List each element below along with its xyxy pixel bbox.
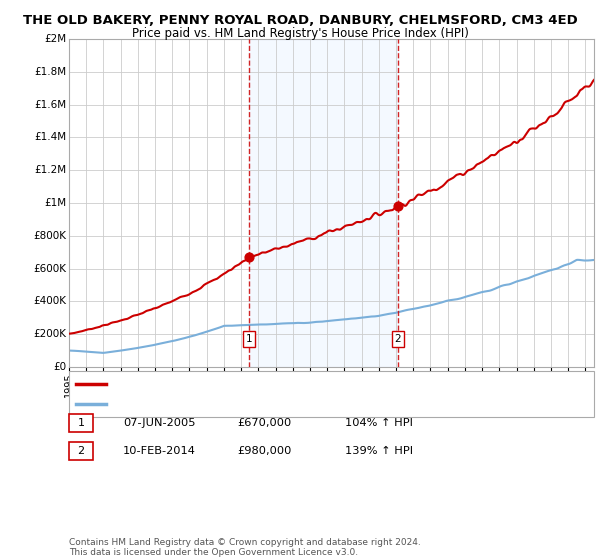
Text: £1M: £1M xyxy=(44,198,67,208)
Text: £1.2M: £1.2M xyxy=(34,165,67,175)
Text: 10-FEB-2014: 10-FEB-2014 xyxy=(123,446,196,456)
Text: Price paid vs. HM Land Registry's House Price Index (HPI): Price paid vs. HM Land Registry's House … xyxy=(131,27,469,40)
Text: 139% ↑ HPI: 139% ↑ HPI xyxy=(345,446,413,456)
Text: 2: 2 xyxy=(77,446,85,456)
Text: 07-JUN-2005: 07-JUN-2005 xyxy=(123,418,196,428)
Text: Contains HM Land Registry data © Crown copyright and database right 2024.
This d: Contains HM Land Registry data © Crown c… xyxy=(69,538,421,557)
Text: 2: 2 xyxy=(395,334,401,344)
Text: HPI: Average price, detached house, Chelmsford: HPI: Average price, detached house, Chel… xyxy=(112,399,354,409)
Text: 1: 1 xyxy=(245,334,252,344)
Point xyxy=(393,202,403,211)
Text: 1: 1 xyxy=(77,418,85,428)
Bar xyxy=(249,39,398,367)
Text: £2M: £2M xyxy=(44,34,67,44)
Text: 104% ↑ HPI: 104% ↑ HPI xyxy=(345,418,413,428)
Point xyxy=(244,253,254,262)
Text: £1.8M: £1.8M xyxy=(34,67,67,77)
Text: £1.4M: £1.4M xyxy=(34,133,67,142)
Text: £800K: £800K xyxy=(34,231,67,241)
Text: £670,000: £670,000 xyxy=(237,418,291,428)
Text: £600K: £600K xyxy=(34,264,67,273)
Text: £980,000: £980,000 xyxy=(237,446,292,456)
Text: THE OLD BAKERY, PENNY ROYAL ROAD, DANBURY, CHELMSFORD, CM3 4ED: THE OLD BAKERY, PENNY ROYAL ROAD, DANBUR… xyxy=(23,14,577,27)
Text: £0: £0 xyxy=(53,362,67,372)
Text: £200K: £200K xyxy=(34,329,67,339)
Text: THE OLD BAKERY, PENNY ROYAL ROAD, DANBURY, CHELMSFORD, CM3 4ED (detached h…: THE OLD BAKERY, PENNY ROYAL ROAD, DANBUR… xyxy=(112,379,559,389)
Text: £400K: £400K xyxy=(34,296,67,306)
Text: £1.6M: £1.6M xyxy=(34,100,67,110)
